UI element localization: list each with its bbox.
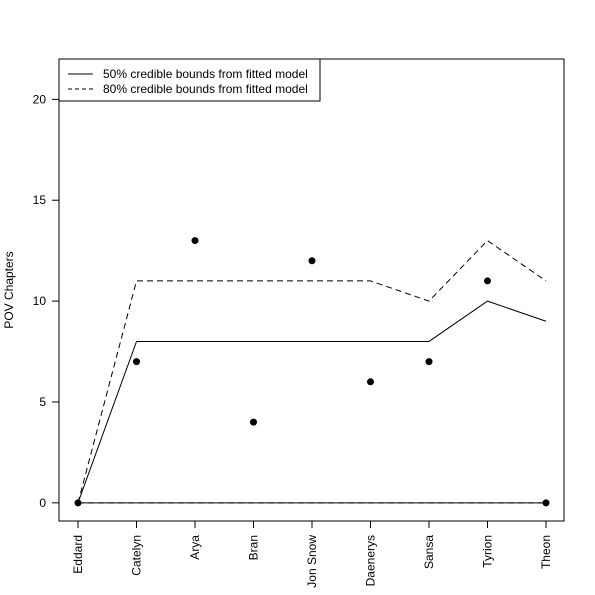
x-tick-label: Sansa bbox=[422, 535, 436, 569]
data-points bbox=[74, 237, 550, 507]
series-lines bbox=[77, 239, 547, 504]
series-line-50-upper bbox=[77, 300, 547, 504]
y-tick-label: 0 bbox=[39, 496, 46, 510]
data-point bbox=[484, 277, 491, 285]
x-tick-label: Bran bbox=[247, 535, 261, 560]
data-point bbox=[425, 358, 433, 366]
legend-entry-80: 80% credible bounds from fitted model bbox=[103, 82, 308, 96]
data-point bbox=[542, 499, 550, 507]
y-tick-label: 10 bbox=[33, 294, 47, 308]
x-tick-label: Eddard bbox=[71, 535, 85, 574]
x-tick-label: Tyrion bbox=[481, 535, 495, 568]
x-tick-label: Catelyn bbox=[130, 535, 144, 576]
x-tick-label: Jon Snow bbox=[305, 535, 319, 588]
legend-entry-50: 50% credible bounds from fitted model bbox=[103, 67, 308, 81]
y-axis: 0 5 10 15 20 bbox=[33, 92, 59, 510]
x-axis: Eddard Catelyn Arya Bran Jon Snow Daenerys San… bbox=[71, 521, 553, 588]
plot-frame bbox=[58, 58, 565, 522]
y-axis-label: POV Chapters bbox=[2, 251, 16, 328]
y-tick-label: 5 bbox=[39, 395, 46, 409]
data-point bbox=[191, 237, 199, 245]
x-tick-label: Arya bbox=[188, 535, 202, 560]
data-point bbox=[74, 499, 82, 507]
data-point bbox=[367, 378, 374, 386]
x-tick-label: Theon bbox=[539, 535, 553, 569]
data-point bbox=[133, 358, 140, 366]
legend-box bbox=[58, 58, 321, 102]
data-point bbox=[308, 257, 316, 265]
series-line-80-upper bbox=[77, 239, 547, 503]
y-tick-label: 15 bbox=[33, 193, 47, 207]
legend: 50% credible bounds from fitted model 80… bbox=[58, 58, 321, 102]
data-point bbox=[250, 418, 257, 426]
x-tick-label: Daenerys bbox=[364, 535, 378, 586]
y-tick-label: 20 bbox=[33, 92, 47, 106]
